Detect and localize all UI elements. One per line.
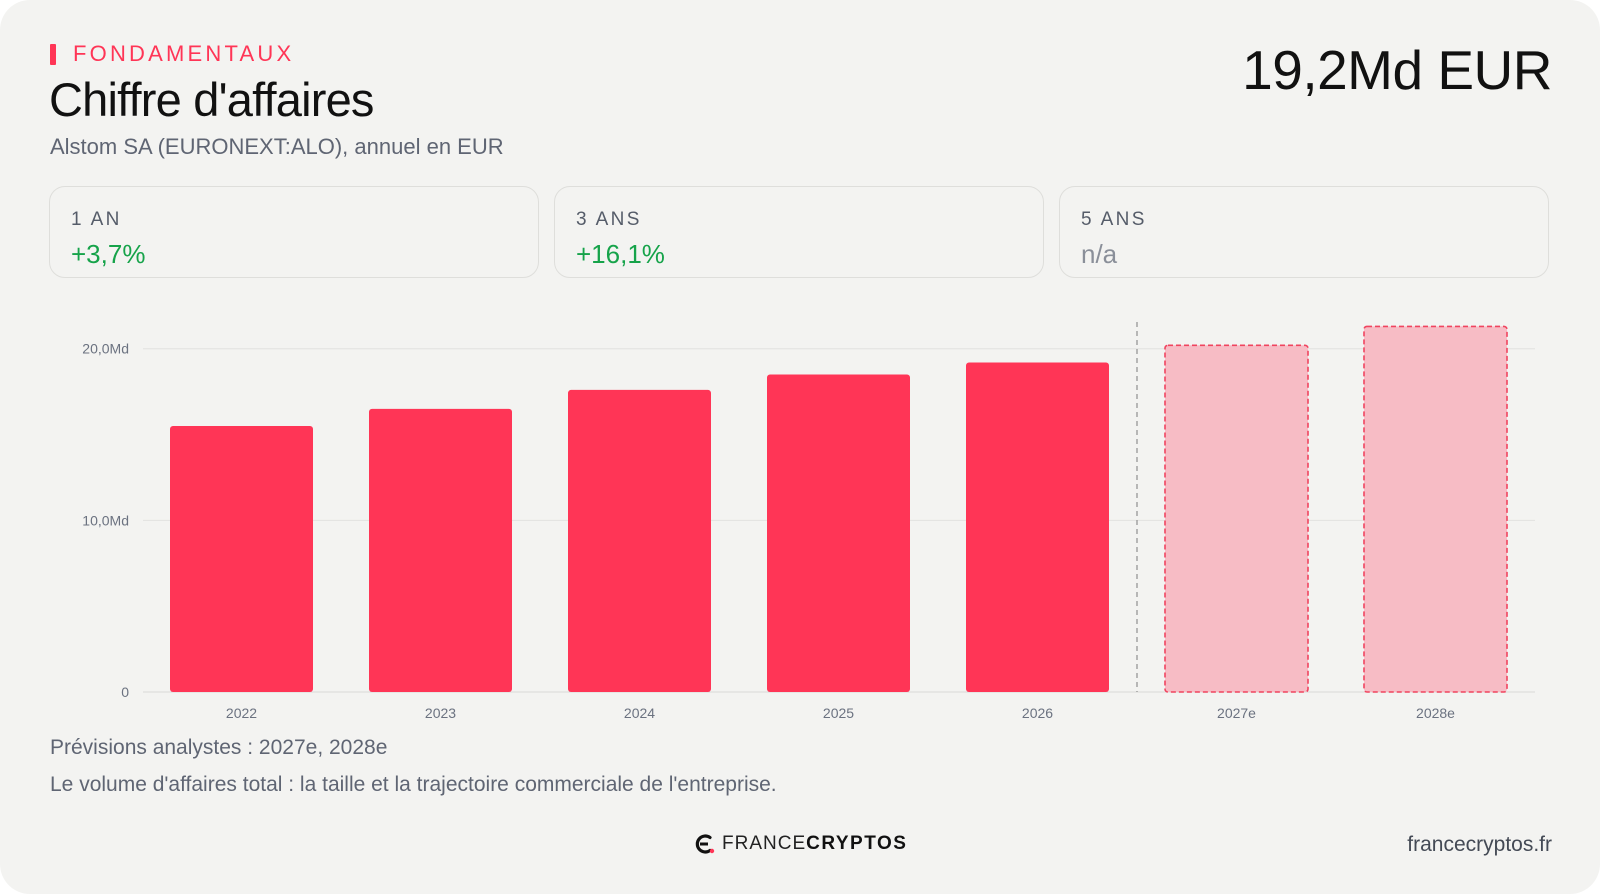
- section-kicker: FONDAMENTAUX: [50, 41, 294, 67]
- x-tick-label: 2024: [624, 705, 655, 721]
- stat-value: +16,1%: [576, 239, 665, 269]
- y-tick-label: 0: [121, 684, 129, 700]
- x-tick-label: 2027e: [1217, 705, 1256, 721]
- brand-name-light: FRANCE: [722, 833, 807, 854]
- forecast-note: Prévisions analystes : 2027e, 2028e: [50, 736, 388, 759]
- site-link[interactable]: francecryptos.fr: [1407, 833, 1552, 856]
- stat-label: 1 AN: [71, 209, 122, 230]
- bar-2022: [170, 425, 313, 692]
- stat-label: 5 ANS: [1081, 209, 1147, 230]
- headline-value: 19,2Md EUR: [1242, 39, 1552, 101]
- page-title: Chiffre d'affaires: [49, 73, 374, 126]
- page-subtitle: Alstom SA (EURONEXT:ALO), annuel en EUR: [50, 134, 504, 159]
- stat-value: n/a: [1081, 239, 1118, 269]
- bar-estimate-2027e: [1164, 344, 1309, 693]
- bar-2023: [369, 408, 512, 692]
- stat-card-3y: 3 ANS +16,1%: [554, 186, 1044, 278]
- chart-description: Le volume d'affaires total : la taille e…: [50, 773, 777, 796]
- brand-logo: FRANCE CRYPTOS: [694, 833, 907, 855]
- stat-label: 3 ANS: [576, 209, 642, 230]
- bar-2026: [966, 362, 1109, 692]
- x-tick-label: 2028e: [1416, 705, 1455, 721]
- x-tick-label: 2026: [1022, 705, 1053, 721]
- x-tick-label: 2023: [425, 705, 456, 721]
- brand-mark-icon: [695, 834, 715, 854]
- bar-estimate-2028e: [1363, 325, 1508, 693]
- y-tick-label: 10,0Md: [82, 512, 129, 528]
- bar-2024: [568, 389, 711, 692]
- stat-value: +3,7%: [71, 239, 146, 269]
- stat-card-1y: 1 AN +3,7%: [49, 186, 539, 278]
- kicker-accent-bar: [50, 43, 56, 65]
- stat-card-5y: 5 ANS n/a: [1059, 186, 1549, 278]
- x-tick-label: 2022: [226, 705, 257, 721]
- bar-2025: [767, 374, 910, 692]
- revenue-bar-chart: 0 10,0Md 20,0Md 2022 2023 2024 2025 2026 2027e 20…: [82, 322, 1535, 721]
- x-tick-label: 2025: [823, 705, 854, 721]
- y-tick-label: 20,0Md: [82, 341, 129, 357]
- brand-name-bold: CRYPTOS: [806, 833, 908, 854]
- kicker-label: FONDAMENTAUX: [73, 41, 295, 66]
